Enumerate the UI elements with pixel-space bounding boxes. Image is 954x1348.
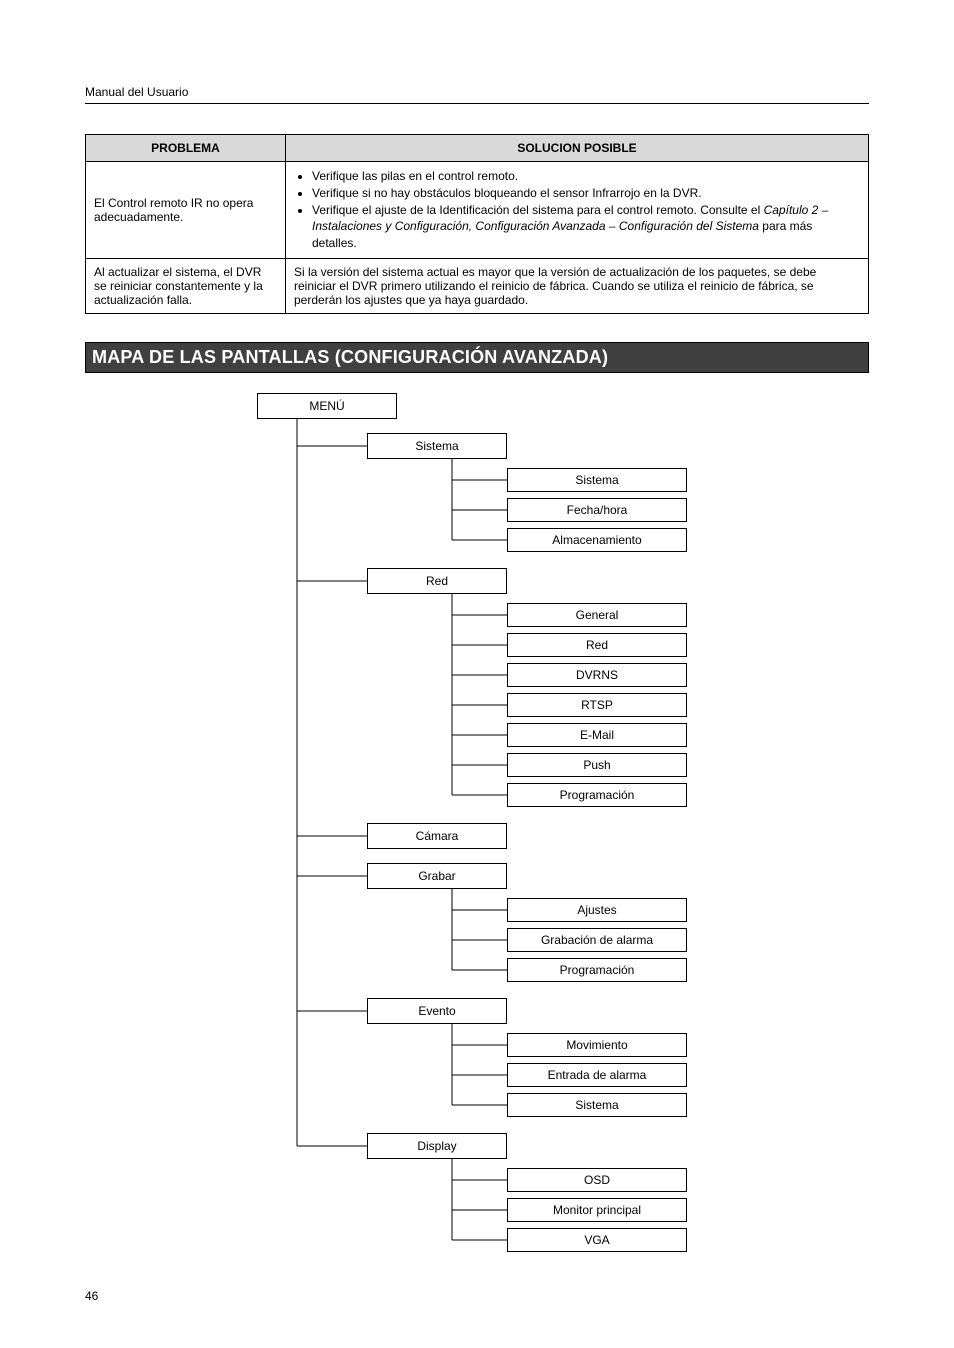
tree-branch: Sistema [367, 433, 507, 459]
header-title: Manual del Usuario [85, 85, 188, 99]
section-heading-bar: MAPA DE LAS PANTALLAS (CONFIGURACIÓN AVA… [85, 342, 869, 373]
tree-leaf: Grabación de alarma [507, 928, 687, 952]
tree-leaf: Push [507, 753, 687, 777]
tree-leaf: DVRNS [507, 663, 687, 687]
tree-leaf: General [507, 603, 687, 627]
tree-leaf: Entrada de alarma [507, 1063, 687, 1087]
table-row: El Control remoto IR no opera adecuadame… [86, 162, 869, 259]
tree-leaf: RTSP [507, 693, 687, 717]
solution-bullet: Verifique el ajuste de la Identificación… [312, 202, 860, 252]
solution-cell: Verifique las pilas en el control remoto… [286, 162, 869, 259]
solution-bullet: Verifique las pilas en el control remoto… [312, 168, 860, 185]
tree-branch: Evento [367, 998, 507, 1024]
tree-branch: Red [367, 568, 507, 594]
tree-leaf: Almacenamiento [507, 528, 687, 552]
section-heading: MAPA DE LAS PANTALLAS (CONFIGURACIÓN AVA… [86, 343, 868, 372]
tree-branch: Cámara [367, 823, 507, 849]
tree-leaf: Sistema [507, 1093, 687, 1117]
tree-leaf: E-Mail [507, 723, 687, 747]
problem-cell: Al actualizar el sistema, el DVR se rein… [86, 258, 286, 313]
tree-leaf: OSD [507, 1168, 687, 1192]
menu-tree-diagram: MENÚSistemaSistemaFecha/horaAlmacenamien… [197, 393, 757, 1263]
tree-leaf: Ajustes [507, 898, 687, 922]
table-row: Al actualizar el sistema, el DVR se rein… [86, 258, 869, 313]
tree-leaf: Red [507, 633, 687, 657]
tree-branch: Display [367, 1133, 507, 1159]
tree-leaf: Fecha/hora [507, 498, 687, 522]
page-number: 46 [85, 1289, 98, 1303]
col-header-solution: SOLUCION POSIBLE [286, 135, 869, 162]
solution-cell: Si la versión del sistema actual es mayo… [286, 258, 869, 313]
troubleshooting-table: PROBLEMA SOLUCION POSIBLE El Control rem… [85, 134, 869, 314]
tree-leaf: Movimiento [507, 1033, 687, 1057]
tree-root: MENÚ [257, 393, 397, 419]
tree-leaf: Sistema [507, 468, 687, 492]
tree-leaf: Programación [507, 958, 687, 982]
tree-branch: Grabar [367, 863, 507, 889]
solution-bullet: Verifique si no hay obstáculos bloqueand… [312, 185, 860, 202]
page-header: Manual del Usuario [85, 85, 869, 104]
col-header-problem: PROBLEMA [86, 135, 286, 162]
tree-leaf: Programación [507, 783, 687, 807]
tree-leaf: VGA [507, 1228, 687, 1252]
problem-cell: El Control remoto IR no opera adecuadame… [86, 162, 286, 259]
tree-leaf: Monitor principal [507, 1198, 687, 1222]
